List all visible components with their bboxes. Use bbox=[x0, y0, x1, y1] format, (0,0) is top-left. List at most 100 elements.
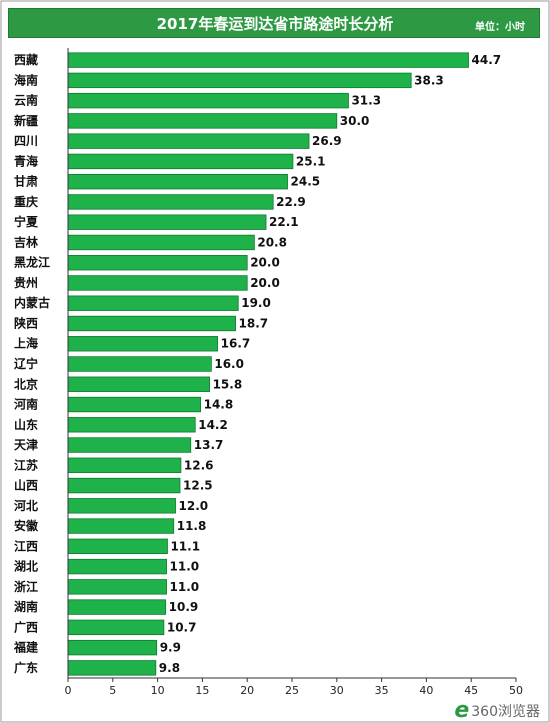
category-label: 辽宁 bbox=[14, 356, 38, 371]
category-label: 陕西 bbox=[14, 315, 38, 330]
chart-title: 2017年春运到达省市路途时长分析 bbox=[156, 15, 394, 33]
data-label: 38.3 bbox=[414, 73, 444, 87]
bar bbox=[67, 599, 167, 615]
category-label: 青海 bbox=[14, 153, 38, 168]
category-label: 黑龙江 bbox=[14, 255, 50, 270]
bar bbox=[67, 173, 288, 190]
watermark: e 360浏览器 bbox=[454, 698, 540, 723]
bar bbox=[67, 619, 165, 636]
data-label: 20.8 bbox=[257, 235, 287, 249]
category-label: 河北 bbox=[13, 498, 38, 513]
category-label: 重庆 bbox=[14, 194, 38, 209]
x-tick-label: 30 bbox=[330, 684, 344, 697]
bar bbox=[67, 72, 412, 89]
category-label: 天津 bbox=[14, 437, 38, 452]
data-label: 20.0 bbox=[250, 256, 280, 270]
category-label: 广东 bbox=[14, 660, 38, 675]
data-label: 25.1 bbox=[296, 154, 326, 168]
category-label: 湖南 bbox=[14, 599, 38, 614]
bar bbox=[67, 92, 349, 109]
x-tick-label: 0 bbox=[65, 684, 72, 697]
bar bbox=[67, 376, 210, 392]
category-label: 贵州 bbox=[14, 275, 38, 290]
bar bbox=[67, 133, 310, 149]
bar bbox=[67, 457, 182, 473]
category-label: 北京 bbox=[14, 376, 38, 391]
data-label: 24.5 bbox=[291, 175, 321, 189]
bar bbox=[67, 417, 196, 433]
bar bbox=[67, 518, 175, 534]
bar bbox=[67, 153, 294, 170]
bar bbox=[67, 336, 219, 352]
x-tick-label: 40 bbox=[419, 684, 433, 697]
data-label: 11.1 bbox=[170, 539, 200, 553]
bar bbox=[67, 660, 157, 676]
data-label: 13.7 bbox=[194, 438, 224, 452]
bar bbox=[67, 234, 255, 251]
x-tick-label: 45 bbox=[464, 684, 478, 697]
category-label: 福建 bbox=[13, 640, 39, 655]
x-tick-label: 15 bbox=[195, 684, 209, 697]
data-label: 12.5 bbox=[183, 479, 213, 493]
data-label: 11.8 bbox=[177, 519, 207, 533]
bar bbox=[67, 295, 239, 311]
category-label: 吉林 bbox=[14, 234, 38, 249]
bar bbox=[67, 639, 158, 656]
category-label: 山西 bbox=[14, 478, 38, 493]
title-bar: 2017年春运到达省市路途时长分析 单位：小时 bbox=[8, 8, 540, 38]
data-label: 44.7 bbox=[472, 53, 502, 67]
category-label: 江西 bbox=[14, 538, 38, 553]
category-label: 宁夏 bbox=[14, 214, 39, 229]
x-tick-label: 5 bbox=[109, 684, 116, 697]
data-label: 16.7 bbox=[221, 337, 251, 351]
data-label: 10.7 bbox=[167, 620, 197, 634]
bar bbox=[67, 255, 248, 271]
data-label: 12.6 bbox=[184, 458, 214, 472]
category-label: 河南 bbox=[13, 397, 38, 412]
e-browser-logo-icon: e bbox=[454, 698, 470, 723]
data-label: 19.0 bbox=[241, 296, 271, 310]
bar bbox=[67, 498, 176, 514]
data-label: 16.0 bbox=[214, 357, 244, 371]
bar bbox=[67, 477, 181, 494]
x-tick-label: 35 bbox=[375, 684, 389, 697]
data-label: 15.8 bbox=[213, 377, 243, 391]
data-label: 14.2 bbox=[198, 418, 228, 432]
bar bbox=[67, 315, 236, 332]
category-label: 甘肃 bbox=[14, 174, 38, 189]
watermark-text: 360浏览器 bbox=[471, 704, 540, 720]
category-label: 广西 bbox=[14, 619, 38, 634]
bar bbox=[67, 579, 167, 595]
category-label: 浙江 bbox=[14, 579, 38, 594]
bar bbox=[67, 275, 248, 291]
data-label: 22.1 bbox=[269, 215, 299, 229]
data-label: 11.0 bbox=[170, 580, 200, 594]
data-label: 9.9 bbox=[160, 641, 181, 655]
x-tick-label: 50 bbox=[509, 684, 523, 697]
data-label: 30.0 bbox=[340, 114, 370, 128]
data-label: 18.7 bbox=[239, 316, 269, 330]
category-label: 江苏 bbox=[14, 457, 38, 472]
category-label: 新疆 bbox=[14, 113, 38, 128]
category-label: 海南 bbox=[14, 72, 38, 87]
data-label: 11.0 bbox=[170, 560, 200, 574]
data-label: 10.9 bbox=[169, 600, 199, 614]
bar bbox=[67, 214, 267, 230]
bar bbox=[67, 356, 212, 372]
category-label: 山东 bbox=[14, 417, 38, 432]
bar bbox=[67, 396, 202, 413]
data-label: 12.0 bbox=[179, 499, 209, 513]
data-label: 20.0 bbox=[250, 276, 280, 290]
x-tick-label: 10 bbox=[151, 684, 165, 697]
category-label: 四川 bbox=[14, 134, 38, 148]
category-label: 湖北 bbox=[14, 559, 38, 574]
data-label: 31.3 bbox=[351, 94, 381, 108]
x-tick-label: 25 bbox=[285, 684, 299, 697]
data-label: 9.8 bbox=[159, 661, 180, 675]
category-label: 云南 bbox=[14, 93, 38, 108]
unit-label: 单位：小时 bbox=[475, 22, 525, 33]
bar bbox=[67, 437, 192, 453]
